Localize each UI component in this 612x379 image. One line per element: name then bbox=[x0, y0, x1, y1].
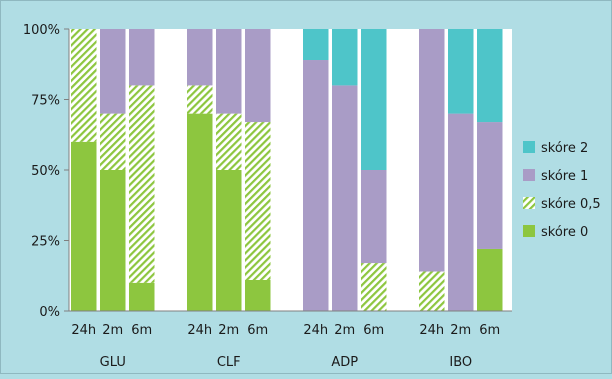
bar-segment-sk-re-0-5-adp-6m bbox=[361, 263, 387, 311]
x-tick-label: 6m bbox=[131, 323, 152, 338]
y-tick-label: 50% bbox=[31, 164, 60, 179]
bar-segment-sk-re-0-5-ibo-24h bbox=[419, 271, 445, 311]
x-tick-label: 6m bbox=[363, 323, 384, 338]
y-tick-label: 75% bbox=[31, 94, 60, 109]
group-label-clf: CLF bbox=[217, 355, 241, 370]
group-label-glu: GLU bbox=[100, 355, 126, 370]
bar-segment-sk-re-1-clf-24h bbox=[187, 29, 213, 86]
legend-swatch bbox=[523, 169, 535, 181]
bar-segment-sk-re-0-glu-24h bbox=[71, 141, 97, 311]
bar-segment-sk-re-1-ibo-6m bbox=[477, 122, 503, 249]
legend-label: skóre 0 bbox=[541, 225, 588, 240]
bar-segment-sk-re-1-glu-2m bbox=[100, 29, 126, 114]
group-label-ibo: IBO bbox=[449, 355, 472, 370]
legend-swatch bbox=[523, 141, 535, 153]
bar-segment-sk-re-0-5-glu-24h bbox=[71, 29, 97, 142]
bar-segment-sk-re-0-ibo-6m bbox=[477, 248, 503, 311]
x-tick-label: 24h bbox=[71, 323, 96, 338]
x-tick-label: 2m bbox=[102, 323, 123, 338]
bar-segment-sk-re-1-adp-6m bbox=[361, 170, 387, 264]
bar-segment-sk-re-0-5-glu-2m bbox=[100, 113, 126, 170]
bar-segment-sk-re-0-5-clf-2m bbox=[216, 113, 242, 170]
x-tick-label: 24h bbox=[187, 323, 212, 338]
legend-label: skóre 2 bbox=[541, 141, 588, 156]
group-label-adp: ADP bbox=[331, 355, 358, 370]
bar-segment-sk-re-1-glu-6m bbox=[129, 29, 155, 86]
bar-segment-sk-re-1-ibo-2m bbox=[448, 113, 474, 311]
bar-segment-sk-re-0-clf-2m bbox=[216, 170, 242, 311]
x-tick-label: 24h bbox=[419, 323, 444, 338]
bar-segment-sk-re-0-glu-6m bbox=[129, 282, 155, 311]
x-tick-label: 2m bbox=[218, 323, 239, 338]
bar-segment-sk-re-0-5-clf-24h bbox=[187, 85, 213, 114]
bar-segment-sk-re-1-adp-2m bbox=[332, 85, 358, 312]
x-tick-label: 6m bbox=[247, 323, 268, 338]
y-tick-label: 0% bbox=[39, 305, 60, 320]
bar-segment-sk-re-2-ibo-6m bbox=[477, 29, 503, 123]
bar-segment-sk-re-1-adp-24h bbox=[303, 60, 329, 311]
bar-segment-sk-re-1-ibo-24h bbox=[419, 29, 445, 272]
bar-segment-sk-re-1-clf-2m bbox=[216, 29, 242, 114]
bar-segment-sk-re-1-clf-6m bbox=[245, 29, 271, 123]
bar-segment-sk-re-0-5-clf-6m bbox=[245, 122, 271, 280]
bar-segment-sk-re-2-adp-24h bbox=[303, 29, 329, 61]
bar-segment-sk-re-0-glu-2m bbox=[100, 170, 126, 311]
x-tick-label: 24h bbox=[303, 323, 328, 338]
x-tick-label: 2m bbox=[334, 323, 355, 338]
y-tick-label: 25% bbox=[31, 235, 60, 250]
bar-segment-sk-re-2-adp-2m bbox=[332, 29, 358, 86]
bar-segment-sk-re-0-5-glu-6m bbox=[129, 85, 155, 283]
legend-swatch bbox=[523, 197, 535, 209]
legend-label: skóre 0,5 bbox=[541, 197, 601, 212]
legend-swatch bbox=[523, 225, 535, 237]
bar-segment-sk-re-0-clf-6m bbox=[245, 279, 271, 311]
bar-segment-sk-re-0-clf-24h bbox=[187, 113, 213, 311]
bar-segment-sk-re-2-adp-6m bbox=[361, 29, 387, 170]
x-tick-label: 2m bbox=[450, 323, 471, 338]
bar-segment-sk-re-2-ibo-2m bbox=[448, 29, 474, 114]
x-tick-label: 6m bbox=[479, 323, 500, 338]
y-tick-label: 100% bbox=[23, 23, 60, 38]
legend-label: skóre 1 bbox=[541, 169, 588, 184]
